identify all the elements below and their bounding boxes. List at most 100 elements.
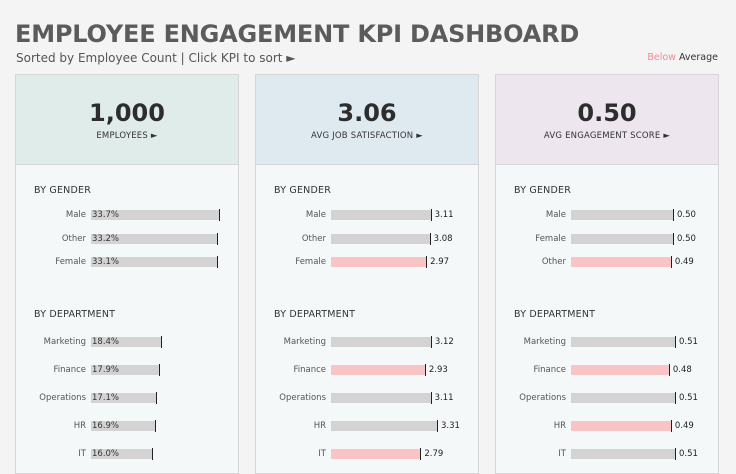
department-row-marketing[interactable]: Marketing 18.4% xyxy=(16,335,238,349)
department-row-finance[interactable]: Finance 2.93 xyxy=(256,363,478,377)
bar-end-tick xyxy=(672,209,674,221)
percent-label: 33.2% xyxy=(92,233,120,244)
row-label: IT xyxy=(318,449,326,459)
bar-end-tick xyxy=(424,364,426,376)
below-average-legend: Below Average xyxy=(647,52,718,63)
bar-end-tick xyxy=(426,256,428,268)
value-label: 3.11 xyxy=(434,210,454,220)
bar-end-tick xyxy=(430,392,432,404)
row-label: Female xyxy=(535,233,566,244)
row-label: Finance xyxy=(533,365,566,375)
row-label: Marketing xyxy=(283,337,326,347)
value-label: 0.51 xyxy=(679,449,698,459)
section-title-department: BY DEPARTMENT xyxy=(274,309,356,320)
bar-mark xyxy=(331,364,426,376)
kpi-button-job-satisfaction[interactable]: 3.06 AVG JOB SATISFACTION ► xyxy=(256,75,478,165)
bar-end-tick xyxy=(430,209,432,221)
department-row-it[interactable]: IT 0.51 xyxy=(496,447,718,461)
department-row-operations[interactable]: Operations 3.11 xyxy=(256,391,478,405)
section-title-gender: BY GENDER xyxy=(514,185,572,196)
bar-end-tick xyxy=(668,364,670,376)
row-label: Finance xyxy=(293,365,326,375)
row-label: HR xyxy=(553,421,566,431)
bar-mark xyxy=(331,209,432,221)
department-row-hr[interactable]: HR 3.31 xyxy=(256,419,478,433)
bar-mark xyxy=(331,256,428,268)
kpi-label: AVG JOB SATISFACTION ► xyxy=(310,131,423,141)
bar-mark xyxy=(571,448,676,460)
kpi-value: 0.50 xyxy=(577,99,637,127)
section-title-department: BY DEPARTMENT xyxy=(514,309,596,320)
kpi-label: EMPLOYEES ► xyxy=(96,131,158,141)
gender-row-female[interactable]: Female 0.50 xyxy=(496,232,718,246)
value-label: 3.08 xyxy=(433,233,453,244)
department-row-it[interactable]: IT 16.0% xyxy=(16,447,238,461)
department-row-operations[interactable]: Operations 0.51 xyxy=(496,391,718,405)
bar-end-tick xyxy=(160,336,162,348)
department-row-finance[interactable]: Finance 0.48 xyxy=(496,363,718,377)
kpi-button-employees[interactable]: 1,000 EMPLOYEES ► xyxy=(16,75,238,165)
gender-row-male[interactable]: Male 33.7% xyxy=(16,208,238,222)
bar-mark xyxy=(571,256,672,268)
bar-end-tick xyxy=(420,448,422,460)
row-label: Marketing xyxy=(523,337,566,347)
kpi-card-employees: 1,000 EMPLOYEES ► BY GENDER Male 33.7% Oth… xyxy=(15,74,239,474)
value-label: 2.97 xyxy=(430,257,450,267)
row-label: Other xyxy=(301,233,326,244)
percent-label: 16.0% xyxy=(92,449,120,459)
bar-mark xyxy=(331,420,438,432)
gender-row-other[interactable]: Other 33.2% xyxy=(16,232,238,246)
bar-end-tick xyxy=(670,420,672,432)
row-label: HR xyxy=(73,421,86,431)
bar-mark xyxy=(91,336,162,348)
bar-mark xyxy=(571,336,676,348)
gender-row-other[interactable]: Other 0.49 xyxy=(496,255,718,269)
bar-mark xyxy=(91,209,221,221)
legend-average: Average xyxy=(678,52,718,63)
bar-end-tick xyxy=(217,232,219,245)
kpi-label: AVG ENGAGEMENT SCORE ► xyxy=(543,131,671,141)
value-label: 2.93 xyxy=(428,365,448,375)
bar-end-tick xyxy=(429,232,431,245)
bar-mark xyxy=(571,209,674,221)
department-row-marketing[interactable]: Marketing 3.12 xyxy=(256,335,478,349)
bar-end-tick xyxy=(437,420,438,432)
row-label: Finance xyxy=(53,365,86,375)
gender-row-female[interactable]: Female 33.1% xyxy=(16,255,238,269)
kpi-button-engagement-score[interactable]: 0.50 AVG ENGAGEMENT SCORE ► xyxy=(496,75,718,165)
value-label: 0.50 xyxy=(676,233,696,244)
bar-end-tick xyxy=(670,256,672,268)
section-title-gender: BY GENDER xyxy=(274,185,332,196)
value-label: 3.11 xyxy=(434,393,454,403)
gender-row-other[interactable]: Other 3.08 xyxy=(256,232,478,246)
bar-mark xyxy=(331,448,422,460)
bar-mark xyxy=(91,420,157,432)
legend-below: Below xyxy=(647,52,676,63)
row-label: IT xyxy=(558,449,566,459)
department-row-hr[interactable]: HR 16.9% xyxy=(16,419,238,433)
bar-mark xyxy=(331,392,432,404)
percent-label: 16.9% xyxy=(92,421,120,431)
department-row-operations[interactable]: Operations 17.1% xyxy=(16,391,238,405)
kpi-card-engagement-score: 0.50 AVG ENGAGEMENT SCORE ► BY GENDER Ma… xyxy=(495,74,719,474)
bar-mark xyxy=(331,232,431,245)
bar-mark xyxy=(91,256,218,268)
department-row-it[interactable]: IT 2.79 xyxy=(256,447,478,461)
bar-mark xyxy=(91,364,161,376)
value-label: 3.12 xyxy=(434,337,454,347)
bar-end-tick xyxy=(155,420,157,432)
department-row-finance[interactable]: Finance 17.9% xyxy=(16,363,238,377)
row-label: Other xyxy=(61,233,86,244)
department-row-hr[interactable]: HR 0.49 xyxy=(496,419,718,433)
gender-row-male[interactable]: Male 3.11 xyxy=(256,208,478,222)
bar-end-tick xyxy=(675,392,676,404)
bar-mark xyxy=(91,392,157,404)
gender-row-female[interactable]: Female 2.97 xyxy=(256,255,478,269)
row-label: IT xyxy=(78,449,86,459)
bar-end-tick xyxy=(675,448,676,460)
value-label: 3.31 xyxy=(441,421,460,431)
row-label: Other xyxy=(541,257,566,267)
department-row-marketing[interactable]: Marketing 0.51 xyxy=(496,335,718,349)
gender-row-male[interactable]: Male 0.50 xyxy=(496,208,718,222)
kpi-value: 1,000 xyxy=(89,99,165,127)
